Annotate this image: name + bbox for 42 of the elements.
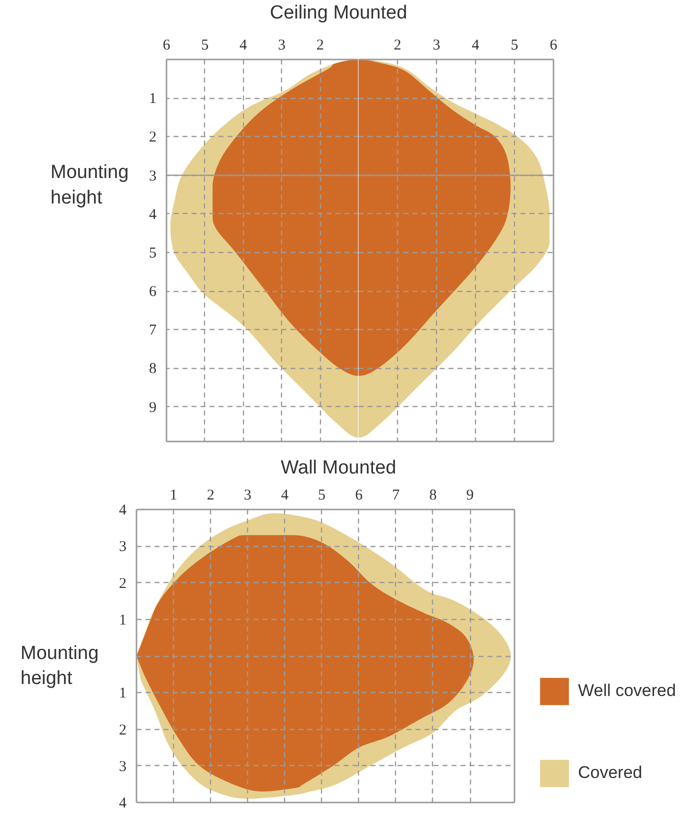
x-tick-label: 2 xyxy=(394,38,402,54)
x-tick-label: 1 xyxy=(170,488,178,504)
x-tick-label: 4 xyxy=(472,38,480,54)
legend-label: Well covered xyxy=(578,681,676,701)
y-tick-label: 8 xyxy=(149,361,156,378)
y-tick-label: 1 xyxy=(119,686,126,702)
x-tick-label: 3 xyxy=(244,488,252,504)
y-tick-label: 2 xyxy=(149,130,156,146)
x-tick-label: 4 xyxy=(240,38,248,54)
x-tick-label: 2 xyxy=(316,38,324,54)
x-tick-label: 4 xyxy=(280,488,289,504)
x-tick-label: 5 xyxy=(201,38,209,54)
y-tick-label: 3 xyxy=(119,758,126,775)
x-tick-label: 2 xyxy=(206,488,214,504)
y-tick-label: 1 xyxy=(149,91,156,108)
y-tick-label: 1 xyxy=(119,612,126,628)
x-tick-label: 3 xyxy=(278,38,286,54)
x-tick-label: 7 xyxy=(392,488,400,504)
y-tick-label: 9 xyxy=(149,400,156,416)
x-tick-label: 5 xyxy=(510,38,518,54)
x-tick-label: 5 xyxy=(318,488,326,504)
x-tick-label: 9 xyxy=(466,488,474,504)
y-tick-label: 3 xyxy=(119,539,126,556)
y-tick-label: 6 xyxy=(149,284,157,300)
x-tick-label: 6 xyxy=(162,38,171,54)
y-tick-label: 4 xyxy=(149,206,157,223)
y-tick-label: 5 xyxy=(149,245,156,262)
y-tick-label: 2 xyxy=(119,722,126,738)
annotation: Mounting height xyxy=(20,642,99,690)
y-tick-label: 7 xyxy=(149,322,157,339)
x-tick-label: 8 xyxy=(429,488,437,504)
x-tick-label: 6 xyxy=(355,488,364,504)
x-tick-label: 6 xyxy=(550,38,558,54)
ref-line-label: Mounting height xyxy=(50,162,129,208)
x-tick-label: 3 xyxy=(432,38,440,54)
legend-label: Covered xyxy=(578,763,642,783)
y-tick-label: 4 xyxy=(119,502,127,518)
y-tick-label: 4 xyxy=(119,796,127,812)
chart-title: Wall Mounted xyxy=(280,458,396,478)
chart-title: Ceiling Mounted xyxy=(270,2,408,24)
y-tick-label: 2 xyxy=(119,576,126,592)
y-tick-label: 3 xyxy=(149,168,156,184)
